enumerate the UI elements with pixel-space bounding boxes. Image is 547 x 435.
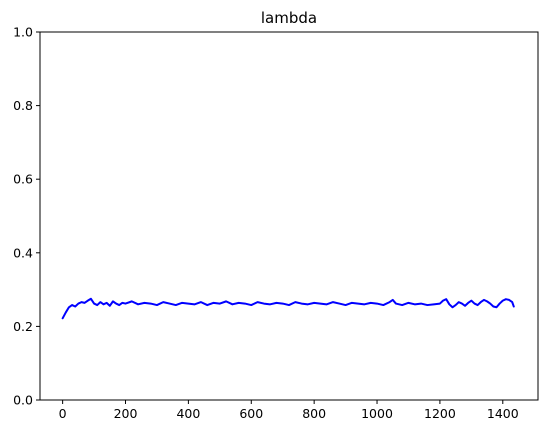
- x-tick-label: 200: [114, 406, 138, 421]
- y-tick-label: 1.0: [13, 25, 33, 40]
- x-axis: 0 200 400 600 800 1000 1200 1400: [59, 400, 519, 421]
- y-tick-label: 0.8: [13, 98, 33, 113]
- y-tick-label: 0.6: [13, 172, 33, 187]
- y-axis: 0.0 0.2 0.4 0.6 0.8 1.0: [13, 25, 40, 408]
- x-tick-label: 400: [176, 406, 200, 421]
- x-tick-label: 800: [302, 406, 326, 421]
- x-tick-label: 0: [59, 406, 67, 421]
- y-tick-label: 0.4: [13, 245, 33, 260]
- data-layer: [61, 297, 515, 320]
- x-tick-label: 600: [239, 406, 263, 421]
- x-tick-label: 1200: [424, 406, 456, 421]
- series-line: [61, 297, 515, 320]
- x-tick-label: 1400: [487, 406, 519, 421]
- plot-frame: [39, 31, 539, 401]
- x-tick-label: 1000: [361, 406, 393, 421]
- y-tick-label: 0.2: [13, 319, 33, 334]
- y-tick-label: 0.0: [13, 393, 33, 408]
- plot-area: [40, 32, 538, 400]
- chart-title: lambda: [261, 9, 317, 27]
